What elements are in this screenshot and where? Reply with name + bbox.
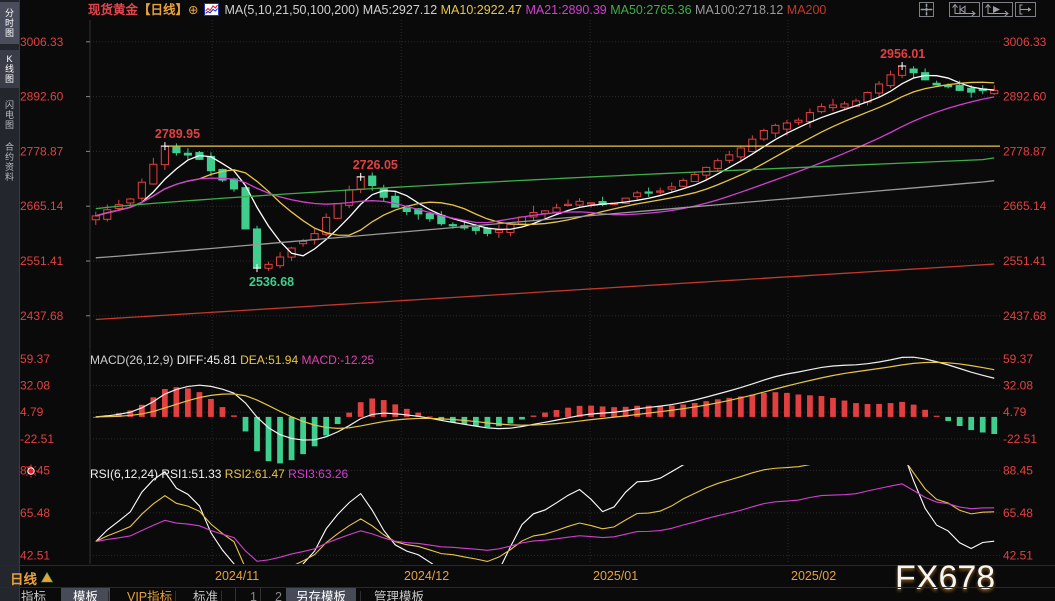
svg-text:2778.87: 2778.87 [1003, 144, 1047, 158]
svg-text:2536.68: 2536.68 [249, 275, 294, 289]
svg-text:2551.41: 2551.41 [1003, 254, 1047, 268]
svg-text:2778.87: 2778.87 [20, 144, 64, 158]
svg-text:2892.60: 2892.60 [1003, 90, 1047, 104]
svg-text:-22.51: -22.51 [20, 431, 54, 445]
svg-text:3006.33: 3006.33 [1003, 35, 1047, 49]
svg-text:2551.41: 2551.41 [20, 254, 64, 268]
svg-text:2726.05: 2726.05 [353, 158, 398, 172]
svg-text:32.08: 32.08 [1003, 378, 1033, 392]
svg-text:42.51: 42.51 [20, 548, 50, 562]
svg-text:59.37: 59.37 [1003, 351, 1033, 365]
svg-text:2956.01: 2956.01 [880, 47, 925, 61]
svg-text:3006.33: 3006.33 [20, 35, 64, 49]
svg-text:59.37: 59.37 [20, 351, 50, 365]
svg-text:2665.14: 2665.14 [1003, 199, 1047, 213]
svg-text:2437.68: 2437.68 [1003, 309, 1047, 323]
svg-text:2892.60: 2892.60 [20, 90, 64, 104]
svg-text:4.79: 4.79 [20, 405, 44, 419]
svg-text:4.79: 4.79 [1003, 405, 1027, 419]
svg-text:65.48: 65.48 [20, 505, 50, 519]
svg-text:42.51: 42.51 [1003, 548, 1033, 562]
svg-text:88.45: 88.45 [1003, 465, 1033, 477]
svg-text:2789.95: 2789.95 [155, 127, 200, 141]
svg-text:2665.14: 2665.14 [20, 199, 64, 213]
svg-text:32.08: 32.08 [20, 378, 50, 392]
svg-text:2437.68: 2437.68 [20, 309, 64, 323]
svg-text:-22.51: -22.51 [1003, 431, 1037, 445]
svg-text:65.48: 65.48 [1003, 505, 1033, 519]
